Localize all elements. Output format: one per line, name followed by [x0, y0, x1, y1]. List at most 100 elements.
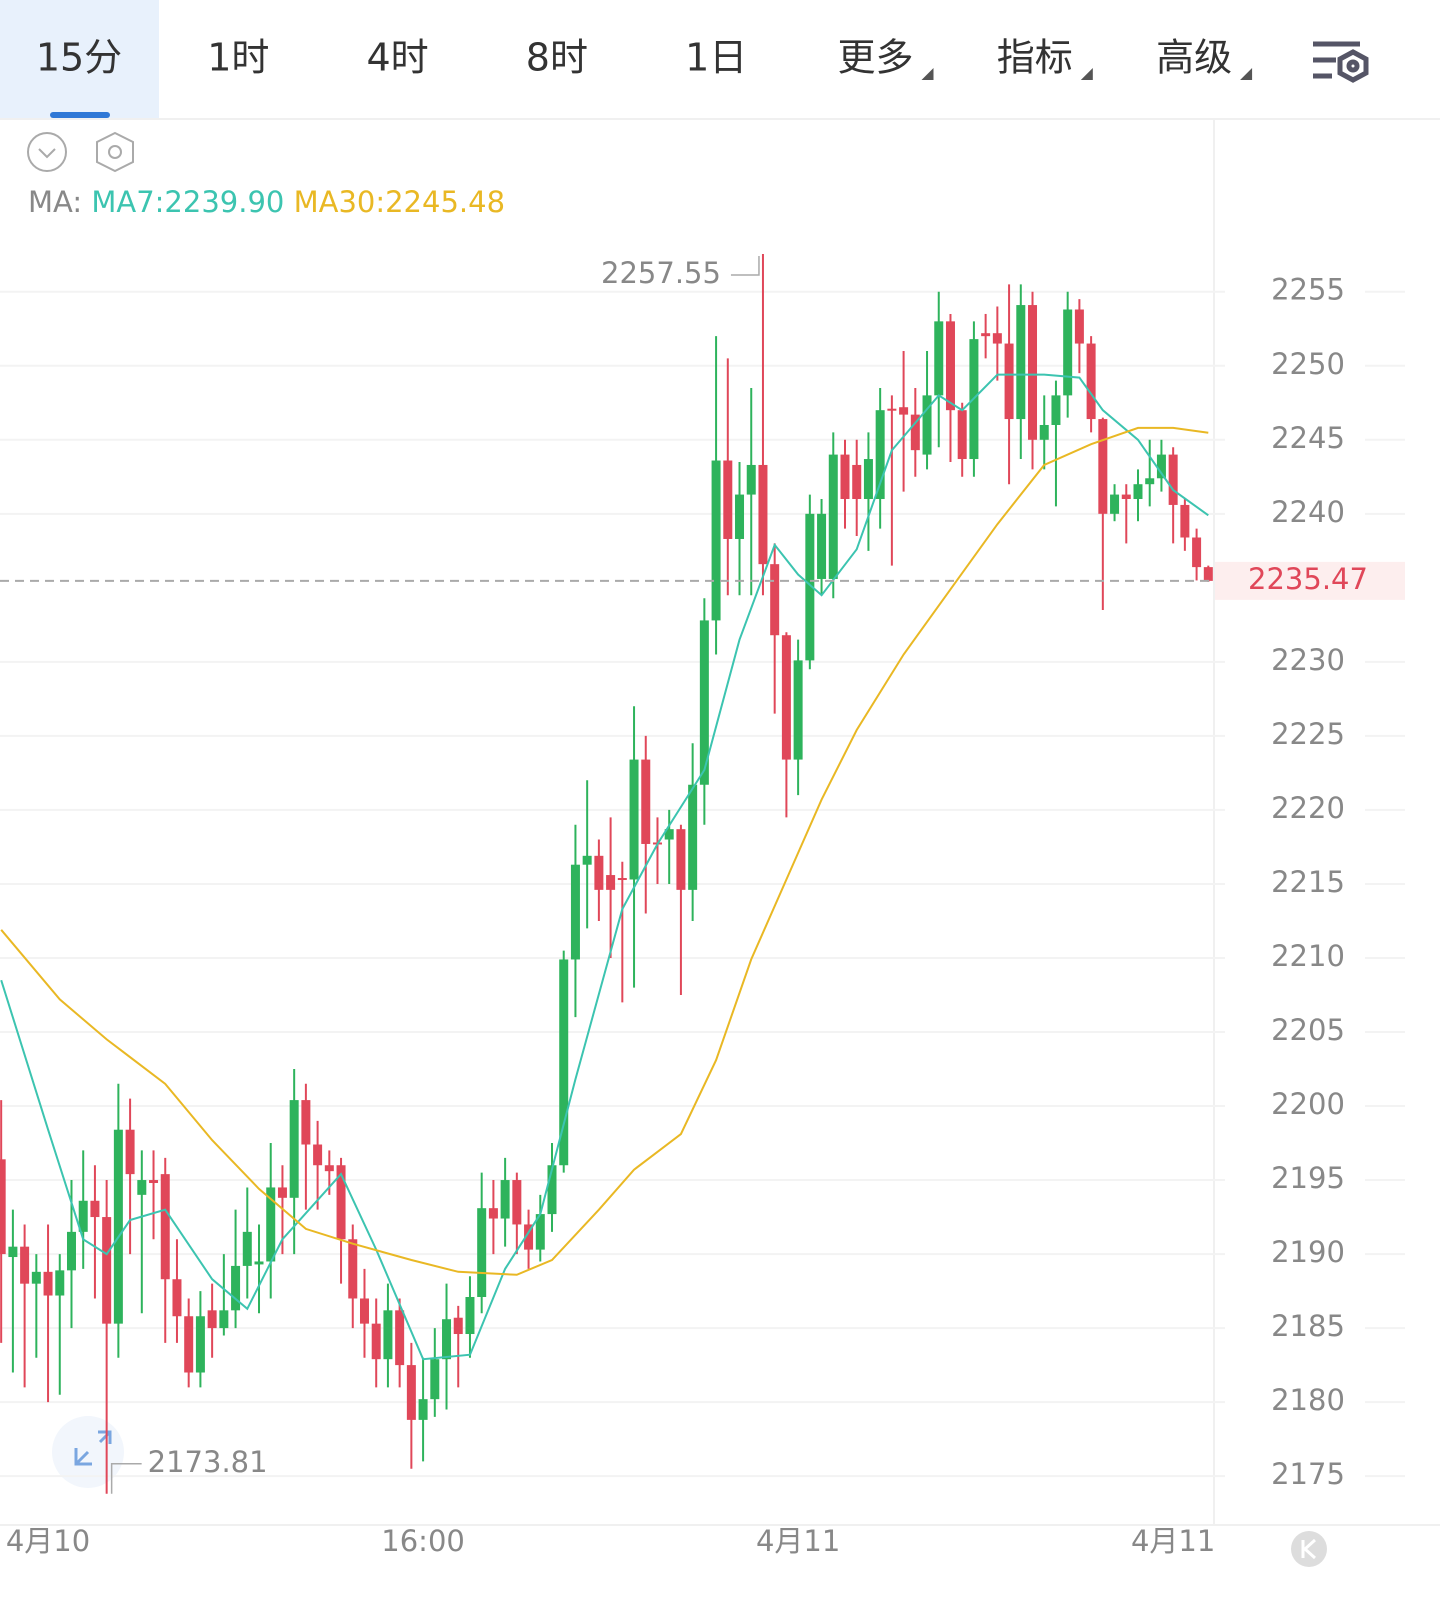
expand-icon[interactable] [52, 1416, 124, 1488]
candle-body [711, 460, 721, 621]
candle-body [453, 1317, 463, 1335]
active-tab-bg [0, 0, 159, 118]
dropdown-marker [1240, 68, 1253, 80]
candle-body [313, 1144, 323, 1166]
candle-body [289, 1100, 299, 1198]
candle-body [512, 1180, 522, 1225]
collapse-icon[interactable] [27, 132, 67, 172]
candle-body [1016, 305, 1026, 420]
legend-ma7: MA7:2239.90 [91, 185, 284, 219]
candle-body [887, 408, 897, 411]
candle-body [90, 1200, 100, 1218]
tab[interactable]: 更多 [837, 36, 913, 80]
y-tick-label: 2255 [1271, 273, 1345, 307]
candle-body [524, 1224, 534, 1250]
candle-body [981, 333, 991, 337]
candle-body [594, 855, 604, 890]
candle-body [957, 410, 967, 460]
x-tick-label: 4月11 [1131, 1524, 1215, 1558]
candle-body [582, 855, 592, 865]
candle-body [1145, 478, 1155, 485]
candle-body [336, 1165, 346, 1240]
tab[interactable]: 4时 [367, 36, 429, 80]
y-tick-label: 2190 [1271, 1235, 1345, 1269]
candle-body [793, 660, 803, 760]
candle-body [992, 333, 1002, 344]
tab[interactable]: 1时 [207, 36, 269, 80]
tab[interactable]: 15分 [36, 36, 122, 80]
candle-body [406, 1365, 416, 1420]
y-tick-label: 2230 [1271, 643, 1345, 677]
y-tick-label: 2220 [1271, 791, 1345, 825]
candle-body [1110, 494, 1120, 514]
candle-body [160, 1174, 170, 1280]
candle-body [1051, 395, 1061, 425]
candle-body [746, 464, 756, 495]
candle-body [149, 1180, 159, 1184]
candle-body [477, 1208, 487, 1298]
candle-body [758, 464, 768, 565]
settings-hex-icon[interactable] [96, 131, 134, 173]
candle-body [559, 959, 569, 1166]
tab[interactable]: 指标 [997, 36, 1073, 80]
candle-body [617, 878, 627, 881]
candle-body [910, 414, 920, 451]
candle-body [664, 829, 674, 840]
candle-body [125, 1129, 135, 1175]
candle-body [371, 1323, 381, 1360]
tab[interactable]: 1日 [685, 36, 747, 80]
candle-body [102, 1217, 112, 1324]
candle-body [723, 460, 733, 539]
candle-body [606, 875, 616, 890]
ma-line [0, 426, 1209, 1276]
candle-body [500, 1180, 510, 1219]
candle-body [570, 864, 580, 960]
candle-body [805, 513, 815, 661]
candle-body [1192, 537, 1202, 568]
candle-body [418, 1399, 428, 1420]
y-tick-label: 2185 [1271, 1309, 1345, 1343]
settings-icon[interactable] [1313, 41, 1369, 83]
y-tick-label: 2245 [1271, 421, 1345, 455]
candle-body [828, 454, 838, 579]
candle-body [324, 1165, 334, 1172]
candle-body [488, 1208, 498, 1219]
candle-body [922, 395, 932, 455]
candle-body [1156, 454, 1166, 479]
y-tick-label: 2200 [1271, 1087, 1345, 1121]
k-logo[interactable] [1291, 1531, 1327, 1567]
tab[interactable]: 高级 [1156, 36, 1232, 80]
x-tick-label: 16:00 [381, 1524, 465, 1558]
candle-body [137, 1180, 147, 1195]
candle-body [242, 1231, 252, 1266]
candle-body [20, 1246, 30, 1284]
candle-body [78, 1200, 88, 1232]
x-tick-label: 4月10 [6, 1524, 90, 1558]
candle-body [442, 1319, 452, 1360]
candle-body [172, 1279, 182, 1317]
candle-body [430, 1359, 440, 1400]
legend-ma30: MA30:2245.48 [294, 185, 505, 219]
candle-body [735, 494, 745, 539]
y-tick-label: 2205 [1271, 1013, 1345, 1047]
y-tick-label: 2175 [1271, 1457, 1345, 1491]
candle-body [254, 1261, 264, 1265]
ma-line [0, 373, 1209, 1361]
candle-body [207, 1310, 217, 1329]
ma-prefix: MA: [28, 185, 82, 219]
last-price-bg [1215, 561, 1405, 600]
candle-body [676, 829, 686, 890]
candle-body [641, 759, 651, 844]
candle-body [1098, 419, 1108, 514]
low-leader [110, 1463, 142, 1494]
tab[interactable]: 8时 [526, 36, 588, 80]
candle-body [43, 1271, 53, 1296]
candle-body [899, 407, 909, 415]
candle-body [395, 1310, 405, 1366]
candle-body [817, 513, 827, 579]
active-tab-indicator [50, 112, 110, 118]
candle-body [1121, 494, 1131, 500]
candle-body [699, 620, 709, 785]
candle-body [359, 1298, 369, 1324]
